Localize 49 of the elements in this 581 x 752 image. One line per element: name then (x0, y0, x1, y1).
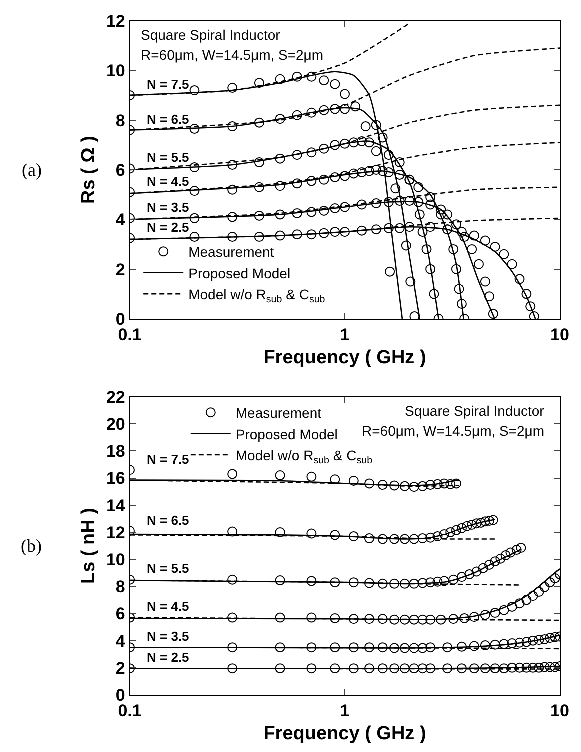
y-tick-label: 10 (106, 62, 126, 81)
y-tick-label: 16 (106, 469, 126, 488)
y-tick-label: 6 (116, 604, 126, 624)
annotation: N = 5.5 (147, 150, 190, 165)
annotation: N = 2.5 (147, 650, 190, 665)
legend-label: Measurement (188, 244, 274, 260)
x-axis-title: Frequency ( GHz ) (264, 723, 426, 744)
annotation: N = 6.5 (147, 112, 190, 127)
annotation: Square Spiral Inductor (405, 403, 545, 419)
y-tick-label: 8 (116, 111, 126, 130)
y-axis-title: Ls ( nH ) (78, 508, 100, 584)
legend-label: Measurement (236, 405, 322, 422)
y-tick-label: 18 (106, 442, 126, 462)
y-tick-label: 12 (106, 523, 126, 542)
y-tick-label: 2 (116, 658, 126, 678)
y-tick-label: 4 (116, 632, 126, 651)
legend-label: Proposed Model (188, 265, 291, 282)
x-tick-label: 1 (340, 326, 350, 345)
text: (a) (22, 160, 42, 180)
annotation: N = 7.5 (147, 452, 190, 467)
y-tick-label: 6 (116, 160, 126, 180)
annotation: N = 4.5 (147, 174, 190, 189)
annotation: N = 4.5 (147, 599, 190, 614)
y-axis-title: Rs ( Ω ) (78, 136, 100, 204)
y-tick-label: 22 (106, 388, 126, 407)
annotation: N = 3.5 (147, 629, 190, 644)
y-tick-label: 8 (116, 578, 126, 597)
annotation: N = 6.5 (147, 513, 190, 528)
text: (b) (21, 536, 42, 556)
y-tick-label: 4 (116, 210, 126, 230)
y-tick-label: 20 (106, 415, 126, 434)
annotation: R=60μm, W=14.5μm, S=2μm (141, 47, 324, 63)
y-tick-label: 10 (106, 550, 126, 570)
annotation: N = 3.5 (147, 200, 190, 215)
x-axis-title: Frequency ( GHz ) (264, 347, 426, 368)
x-tick-label: 10 (550, 326, 570, 345)
annotation: R=60μm, W=14.5μm, S=2μm (362, 423, 545, 439)
legend-label: Model w/o R$_{sub}$ & C$_{sub}$ (236, 447, 374, 466)
annotation: Square Spiral Inductor (141, 27, 281, 43)
legend-label: Model w/o R$_{sub}$ & C$_{sub}$ (188, 286, 326, 306)
legend-label: Proposed Model (236, 426, 338, 442)
y-tick-label: 12 (106, 12, 126, 31)
annotation: N = 2.5 (147, 220, 190, 235)
y-tick-label: 14 (106, 496, 126, 516)
x-tick-label: 10 (550, 702, 570, 721)
annotation: N = 7.5 (147, 77, 190, 92)
annotation: N = 5.5 (147, 561, 190, 576)
x-tick-label: 1 (340, 702, 350, 721)
y-tick-label: 2 (116, 260, 126, 280)
